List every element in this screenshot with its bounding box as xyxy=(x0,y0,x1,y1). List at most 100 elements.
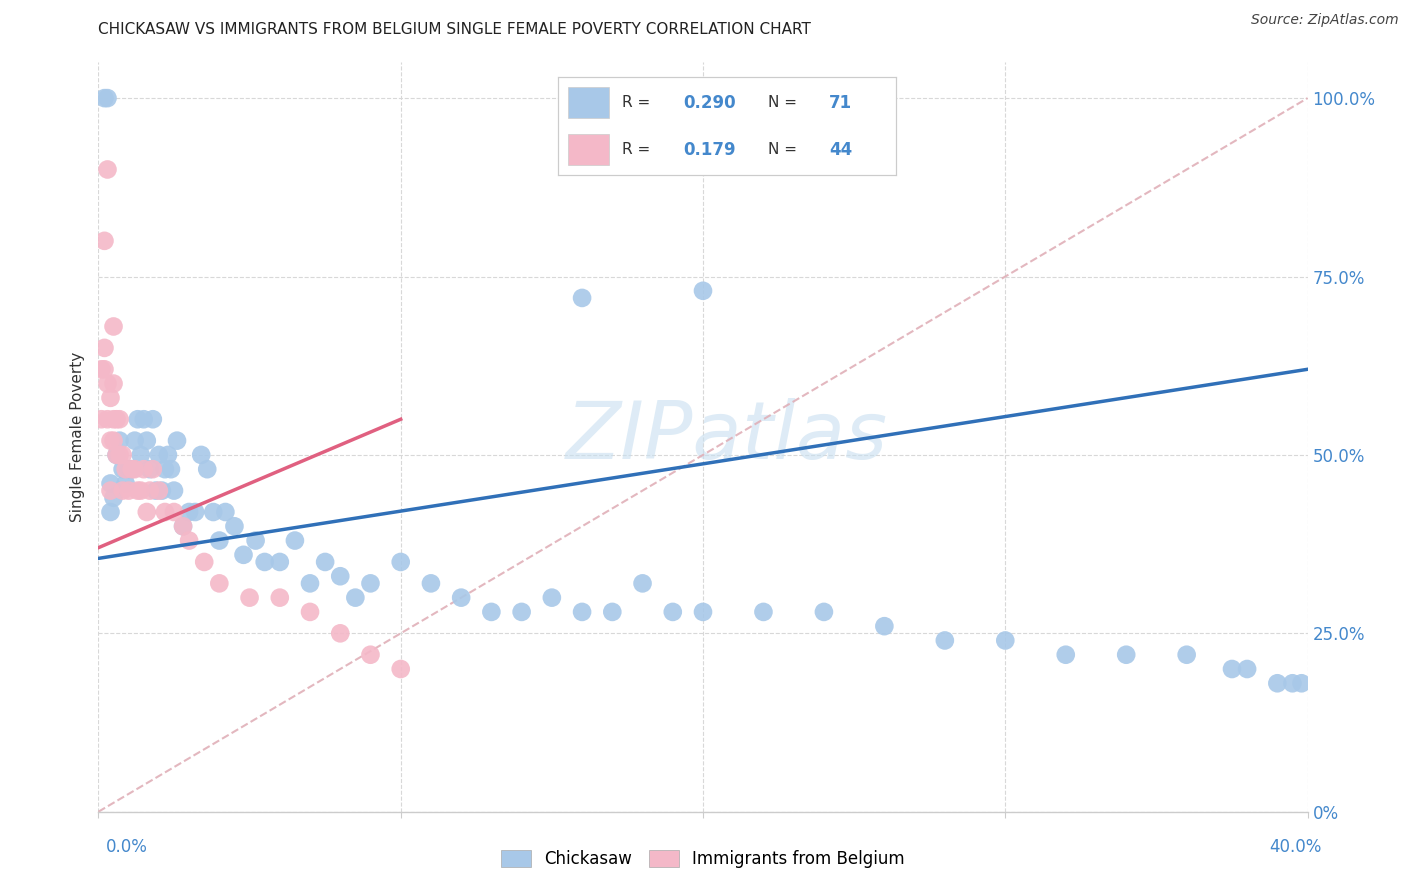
Point xyxy=(1236,662,1258,676)
Point xyxy=(214,505,236,519)
Point xyxy=(121,462,143,476)
Point xyxy=(389,662,412,676)
Point xyxy=(124,434,146,448)
Point xyxy=(96,412,118,426)
Point xyxy=(813,605,835,619)
Point xyxy=(934,633,956,648)
Point xyxy=(148,483,170,498)
Point xyxy=(299,576,322,591)
Point xyxy=(269,591,291,605)
Point xyxy=(103,376,125,391)
Point xyxy=(193,555,215,569)
Point xyxy=(129,483,152,498)
Point xyxy=(100,434,122,448)
Point xyxy=(172,519,194,533)
Point xyxy=(121,462,143,476)
Point xyxy=(540,591,562,605)
Point xyxy=(1054,648,1077,662)
Point xyxy=(994,633,1017,648)
Point xyxy=(253,555,276,569)
Point xyxy=(510,605,533,619)
Point xyxy=(190,448,212,462)
Point xyxy=(153,505,176,519)
Point xyxy=(118,462,141,476)
Point xyxy=(420,576,443,591)
Point xyxy=(114,462,136,476)
Point xyxy=(1220,662,1243,676)
Point xyxy=(450,591,472,605)
Point xyxy=(172,519,194,533)
Point xyxy=(111,448,134,462)
Point xyxy=(90,362,112,376)
Point xyxy=(314,555,336,569)
Point xyxy=(114,476,136,491)
Point xyxy=(1115,648,1137,662)
Point xyxy=(142,412,165,426)
Point xyxy=(96,91,118,105)
Point xyxy=(103,319,125,334)
Point xyxy=(179,533,201,548)
Y-axis label: Single Female Poverty: Single Female Poverty xyxy=(70,352,86,522)
Point xyxy=(202,505,225,519)
Point xyxy=(692,284,714,298)
Point xyxy=(195,462,218,476)
Point xyxy=(360,648,382,662)
Legend: Chickasaw, Immigrants from Belgium: Chickasaw, Immigrants from Belgium xyxy=(495,843,911,875)
Point xyxy=(100,505,122,519)
Point xyxy=(108,448,131,462)
Point xyxy=(208,533,231,548)
Point xyxy=(360,576,382,591)
Point xyxy=(245,533,267,548)
Point xyxy=(163,505,186,519)
Point xyxy=(100,483,122,498)
Point xyxy=(103,491,125,505)
Point xyxy=(135,434,157,448)
Point xyxy=(752,605,775,619)
Point xyxy=(111,483,134,498)
Point xyxy=(148,448,170,462)
Point xyxy=(105,448,128,462)
Point xyxy=(299,605,322,619)
Point xyxy=(105,448,128,462)
Point xyxy=(692,605,714,619)
Point xyxy=(1175,648,1198,662)
Point xyxy=(93,341,115,355)
Point xyxy=(481,605,503,619)
Point xyxy=(124,462,146,476)
Point xyxy=(118,483,141,498)
Point xyxy=(108,412,131,426)
Point xyxy=(142,462,165,476)
Point xyxy=(631,576,654,591)
Point xyxy=(103,412,125,426)
Point xyxy=(208,576,231,591)
Point xyxy=(602,605,624,619)
Point xyxy=(111,462,134,476)
Point xyxy=(100,476,122,491)
Point xyxy=(93,234,115,248)
Point xyxy=(873,619,896,633)
Text: ZIPatlas: ZIPatlas xyxy=(567,398,889,476)
Point xyxy=(329,626,352,640)
Point xyxy=(156,448,179,462)
Text: 40.0%: 40.0% xyxy=(1270,838,1322,856)
Point xyxy=(1267,676,1289,690)
Point xyxy=(571,291,593,305)
Point xyxy=(1281,676,1303,690)
Text: CHICKASAW VS IMMIGRANTS FROM BELGIUM SINGLE FEMALE POVERTY CORRELATION CHART: CHICKASAW VS IMMIGRANTS FROM BELGIUM SIN… xyxy=(98,22,811,37)
Point xyxy=(132,412,155,426)
Point xyxy=(153,462,176,476)
Point xyxy=(139,483,162,498)
Point xyxy=(662,605,685,619)
Point xyxy=(150,483,173,498)
Text: Source: ZipAtlas.com: Source: ZipAtlas.com xyxy=(1251,13,1399,28)
Point xyxy=(127,412,149,426)
Point xyxy=(389,555,412,569)
Point xyxy=(90,412,112,426)
Point xyxy=(344,591,367,605)
Point xyxy=(239,591,262,605)
Point xyxy=(1291,676,1313,690)
Point xyxy=(93,91,115,105)
Point xyxy=(163,483,186,498)
Point xyxy=(93,362,115,376)
Point xyxy=(139,462,162,476)
